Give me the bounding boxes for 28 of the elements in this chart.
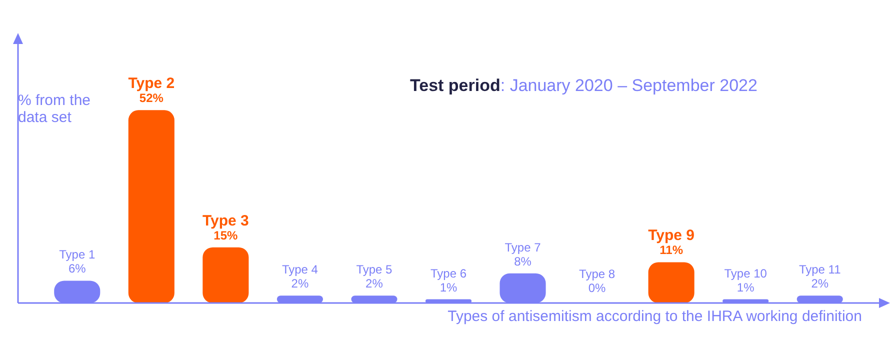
x-tick-label: Type 7 xyxy=(504,240,542,254)
x-tick-label: Type 4 xyxy=(282,262,318,277)
x-tick-label: Type 3 xyxy=(202,212,249,230)
data-label: 0% xyxy=(588,281,606,295)
chart-title: Test period: January 2020 – September 2022 xyxy=(410,76,758,96)
x-tick-label: Type 1 xyxy=(59,248,96,262)
data-label: 2% xyxy=(811,276,829,291)
x-axis-title: Types of antisemitism according to the IHRA working definition xyxy=(448,308,862,325)
bar xyxy=(202,247,249,303)
x-tick-label: Type 2 xyxy=(128,75,175,92)
data-label: 2% xyxy=(366,276,384,291)
data-label: 52% xyxy=(139,91,164,106)
bar xyxy=(648,262,694,303)
bar xyxy=(128,110,174,303)
data-label: 6% xyxy=(68,262,86,276)
data-label: 8% xyxy=(514,254,532,268)
x-tick-label: Type 10 xyxy=(724,266,768,280)
x-tick-label: Type 9 xyxy=(648,227,695,244)
data-label: 15% xyxy=(214,228,238,242)
data-label: 2% xyxy=(291,276,309,291)
data-label: 1% xyxy=(736,280,755,294)
data-label: 1% xyxy=(440,280,458,294)
x-tick-label: Type 8 xyxy=(579,267,616,281)
data-label: 11% xyxy=(660,243,684,258)
x-tick-label: Type 11 xyxy=(798,262,842,277)
x-tick-label: Type 6 xyxy=(430,266,467,280)
y-axis-title: % from the data set xyxy=(18,92,92,126)
x-tick-label: Type 5 xyxy=(356,262,393,277)
